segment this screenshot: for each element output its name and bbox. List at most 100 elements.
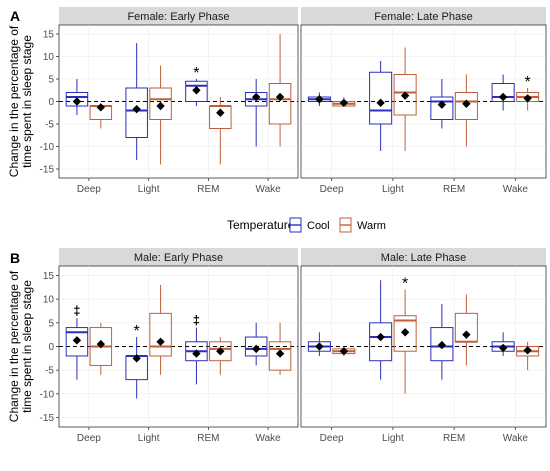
x-tick-label: Wake xyxy=(503,433,529,444)
mean-marker xyxy=(462,330,471,339)
box-rem-cool xyxy=(430,79,454,129)
box-deep-cool: ‡ xyxy=(65,303,89,380)
y-tick-label: -5 xyxy=(45,366,54,377)
mean-marker xyxy=(275,349,285,358)
box-wake-cool xyxy=(244,322,268,366)
mean-marker xyxy=(498,343,508,353)
box-rem-warm xyxy=(209,337,232,375)
mean-marker xyxy=(96,339,106,349)
box-wake-warm xyxy=(516,341,540,371)
panel-strip xyxy=(301,7,546,25)
box-deep-cool xyxy=(307,332,331,356)
mean-marker xyxy=(339,98,349,108)
mean-marker xyxy=(216,347,225,356)
panel-title: Female: Late Phase xyxy=(374,11,472,23)
box-deep-cool xyxy=(65,79,89,115)
y-axis-label-b-line1: Change in the percentage of xyxy=(7,270,21,422)
box-iqr xyxy=(65,92,89,107)
box-iqr xyxy=(268,341,292,371)
x-tick-label: Wake xyxy=(256,433,282,444)
box-iqr xyxy=(125,87,148,138)
box-wake-warm xyxy=(268,34,292,147)
y-tick-label: -10 xyxy=(40,142,55,153)
x-tick-label: Light xyxy=(382,433,404,444)
y-tick-label: 5 xyxy=(48,75,54,86)
x-tick-label: Wake xyxy=(256,184,282,195)
legend-key-warm xyxy=(339,217,352,233)
box-iqr xyxy=(491,83,515,102)
box-light-warm xyxy=(149,284,172,375)
mean-marker xyxy=(216,108,225,117)
mean-marker xyxy=(96,103,106,112)
significance-mark: * xyxy=(193,65,199,82)
x-tick-label: Light xyxy=(138,433,160,444)
panel-title: Male: Early Phase xyxy=(134,252,223,264)
y-tick-label: 10 xyxy=(43,295,55,306)
y-axis-label-a-line1: Change in the percentage of xyxy=(7,25,21,177)
panel-title: Female: Early Phase xyxy=(127,11,229,23)
box-light-warm: * xyxy=(393,276,417,394)
x-tick-label: Wake xyxy=(503,184,529,195)
box-iqr xyxy=(244,336,268,357)
panel-strip xyxy=(59,7,298,25)
legend: Temperature Cool Warm xyxy=(227,217,386,233)
y-tick-label: -15 xyxy=(40,413,55,424)
box-iqr xyxy=(268,83,292,125)
mean-marker xyxy=(400,328,410,337)
x-tick-label: Deep xyxy=(77,433,101,444)
y-tick-label: 0 xyxy=(48,97,54,108)
box-rem-cool xyxy=(430,303,454,380)
box-iqr xyxy=(430,327,454,362)
mean-marker xyxy=(315,342,324,351)
panel-strip xyxy=(59,248,298,266)
y-axis-label-b-line2: time spent in sleep stage xyxy=(20,280,34,413)
box-wake-cool xyxy=(244,79,268,147)
panel-title: Male: Late Phase xyxy=(381,252,467,264)
box-iqr xyxy=(65,327,89,357)
mean-marker xyxy=(72,336,82,345)
box-deep-cool xyxy=(307,92,331,106)
significance-mark: * xyxy=(134,323,140,340)
box-rem-warm xyxy=(454,74,478,147)
x-tick-label: Deep xyxy=(320,433,344,444)
mean-marker xyxy=(462,99,471,108)
x-tick-label: REM xyxy=(443,433,465,444)
significance-mark: * xyxy=(525,74,531,91)
panel-letter-a: A xyxy=(10,8,20,24)
box-wake-warm: * xyxy=(516,74,540,111)
box-rem-cool: * xyxy=(185,65,208,106)
y-tick-label: -5 xyxy=(45,120,54,131)
y-tick-label: 5 xyxy=(48,318,54,329)
box-light-cool xyxy=(125,43,148,160)
box-light-cool: * xyxy=(125,323,148,399)
legend-key-cool xyxy=(289,217,302,233)
box-rem-warm xyxy=(209,97,232,165)
panel-letter-b: B xyxy=(10,250,20,266)
box-rem-cool: ‡ xyxy=(185,313,208,385)
mean-marker xyxy=(339,347,349,356)
y-tick-label: -15 xyxy=(40,165,55,176)
box-iqr xyxy=(369,322,393,362)
significance-mark: ‡ xyxy=(193,313,200,328)
box-rem-warm xyxy=(454,294,478,366)
box-iqr xyxy=(393,74,417,116)
mean-marker xyxy=(156,337,165,346)
box-light-cool xyxy=(369,61,393,151)
mean-marker xyxy=(315,95,324,104)
mean-marker xyxy=(275,92,285,102)
x-tick-label: REM xyxy=(443,184,465,195)
panel-a-right: Female: Late Phase Deep Light REM Wake * xyxy=(300,7,547,195)
box-deep-warm xyxy=(332,97,356,108)
mean-marker xyxy=(251,92,261,102)
box-iqr xyxy=(454,92,478,120)
mean-marker xyxy=(437,100,447,109)
mean-marker xyxy=(156,101,165,111)
box-light-warm xyxy=(393,47,417,151)
y-axis-label-a-line2: time spent in sleep stage xyxy=(20,35,34,168)
mean-marker xyxy=(376,98,385,108)
box-wake-cool xyxy=(491,74,515,111)
x-tick-label: Light xyxy=(382,184,404,195)
mean-marker xyxy=(523,94,532,103)
x-tick-label: REM xyxy=(197,184,219,195)
